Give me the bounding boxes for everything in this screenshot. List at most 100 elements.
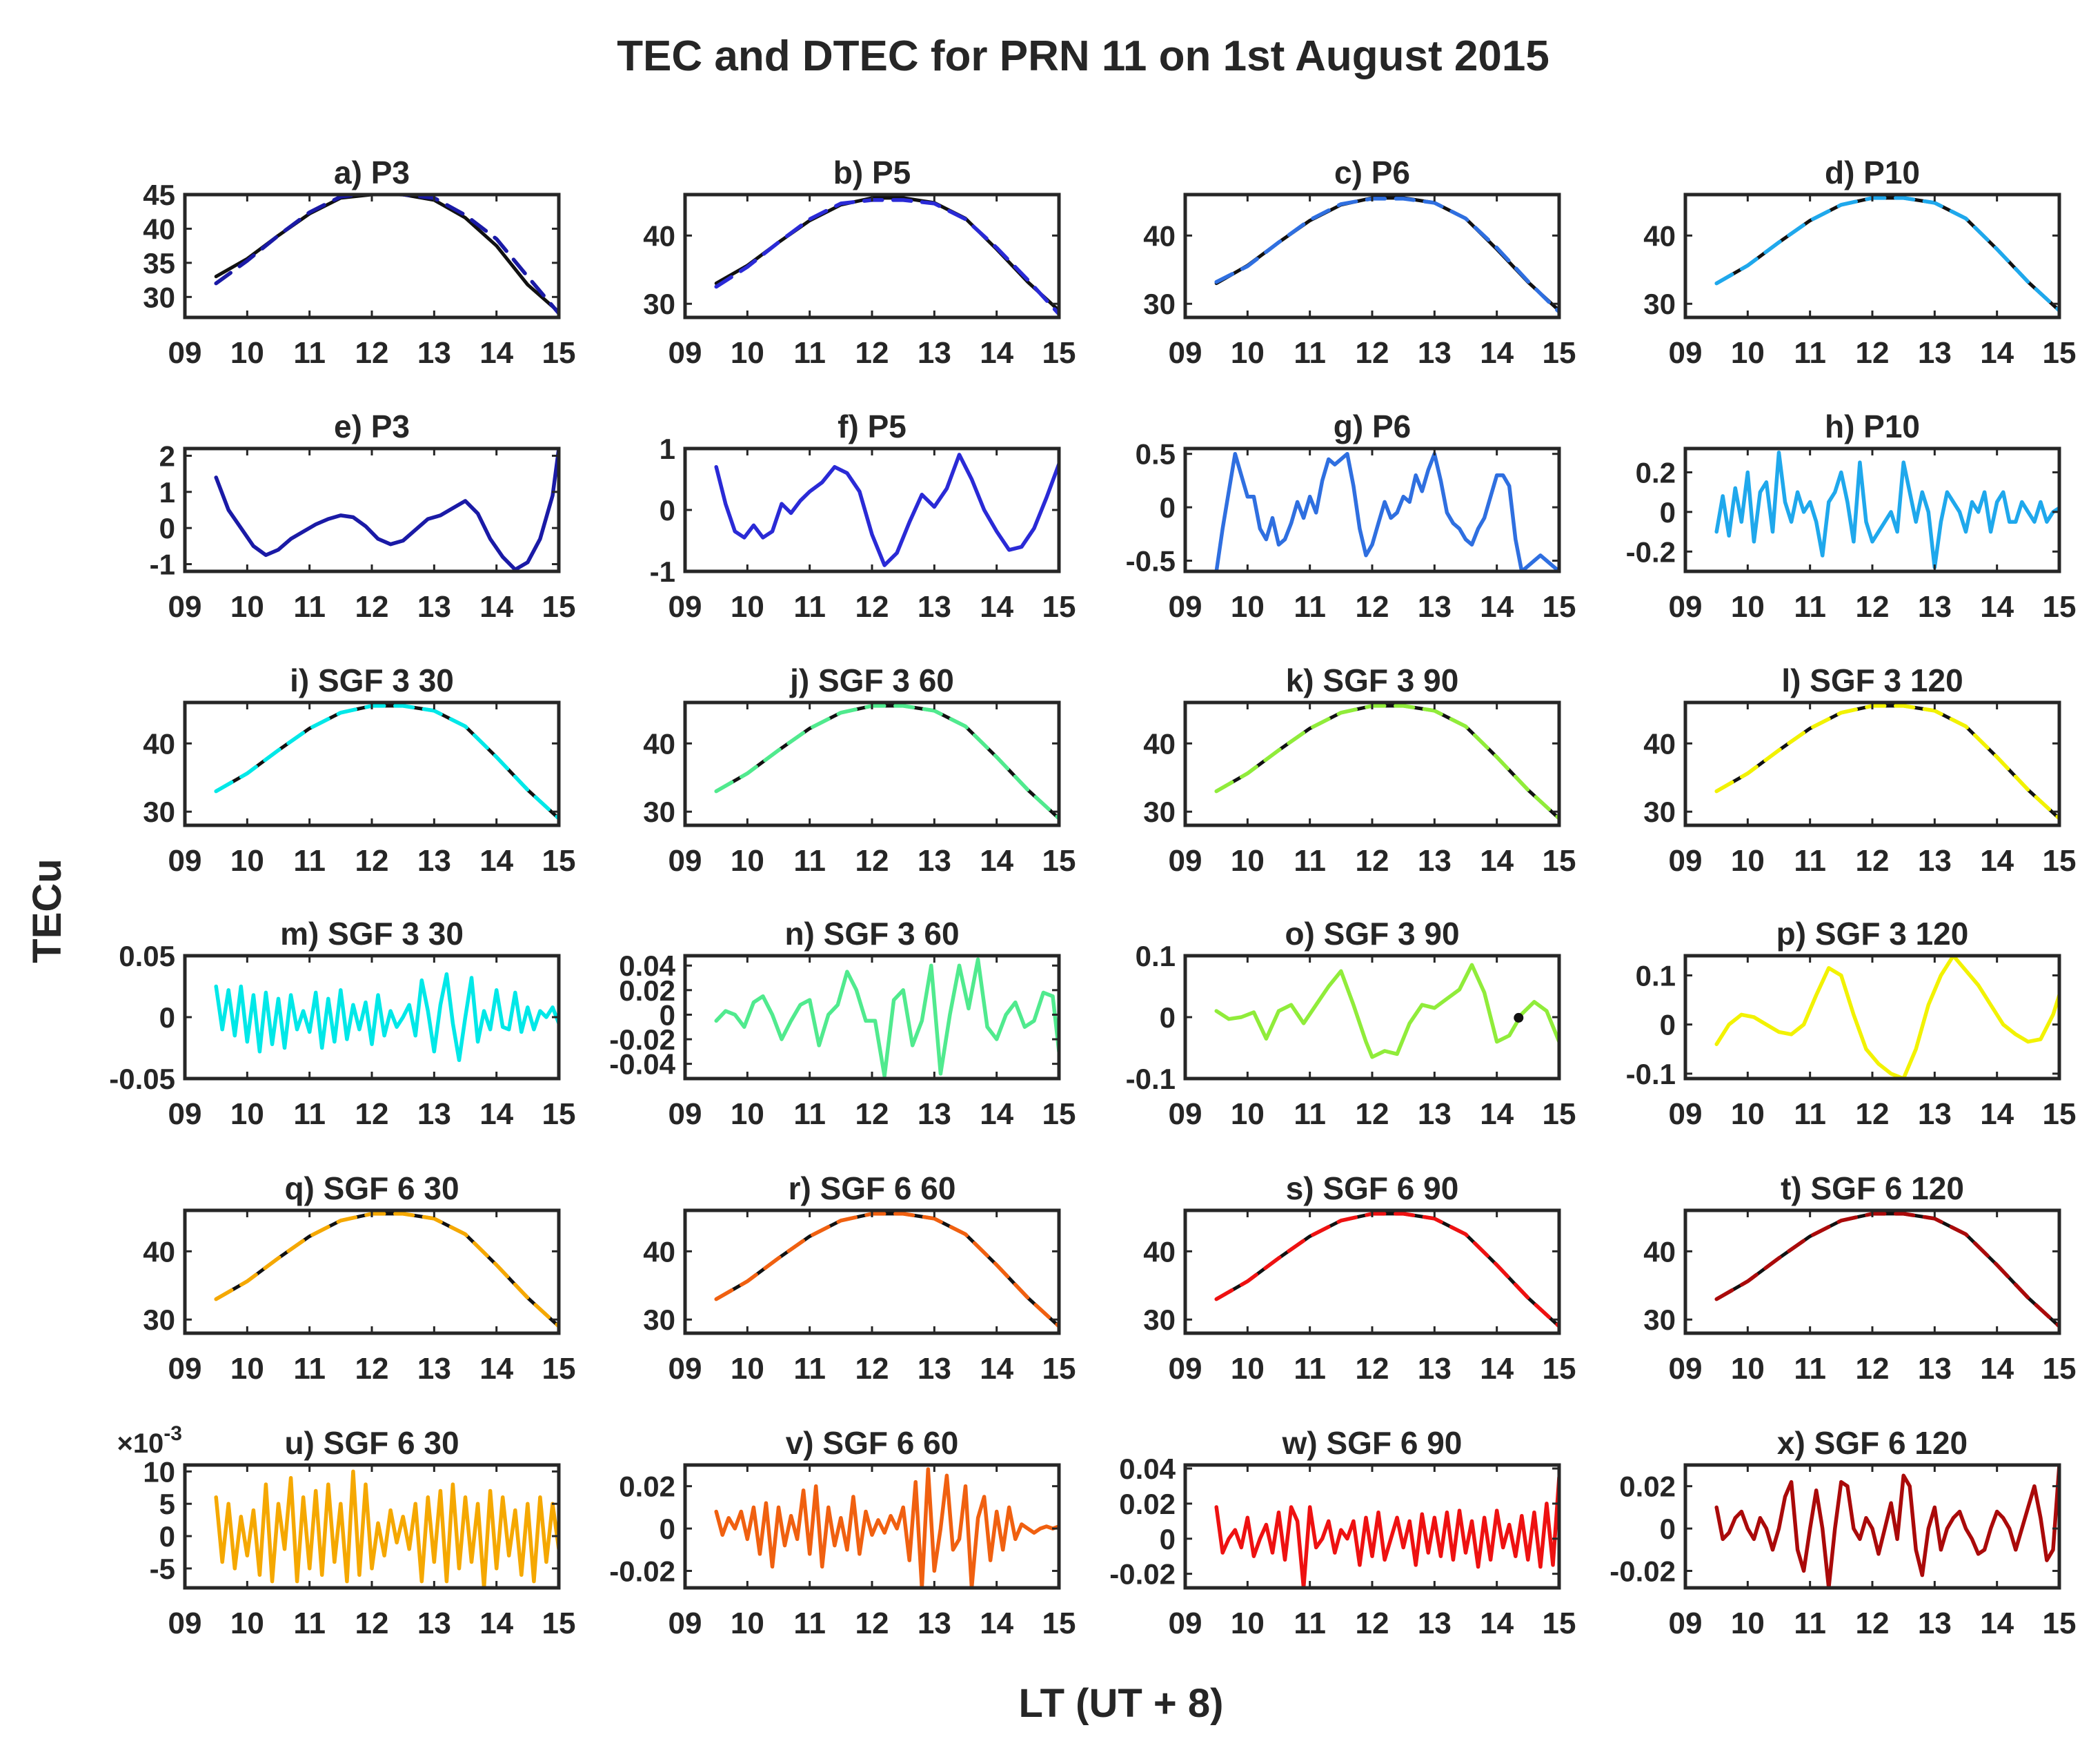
x-tick-label: 15 [1042, 1606, 1076, 1640]
x-tick-label: 10 [230, 1097, 264, 1131]
x-tick-label: 09 [668, 844, 702, 878]
subplot-title: k) SGF 3 90 [1286, 662, 1459, 698]
x-tick-label: 14 [980, 336, 1013, 370]
series-group [214, 1212, 559, 1328]
x-tick-label: 14 [1980, 844, 2014, 878]
x-tick-label: 13 [1918, 1606, 1952, 1640]
series-group [1714, 196, 2059, 313]
x-tick-label: 12 [355, 1352, 389, 1386]
x-tick-label: 15 [1042, 1097, 1076, 1131]
x-tick-label: 12 [1356, 1097, 1389, 1131]
y-tick-label: 0 [159, 1520, 175, 1553]
y-tick-label: 2 [159, 440, 175, 472]
series-line-fit-1 [1214, 704, 1559, 820]
x-tick-label: 13 [1918, 1097, 1952, 1131]
y-tick-label: 40 [1143, 727, 1176, 760]
y-tick-label: 0 [1160, 1523, 1176, 1555]
series-group [714, 704, 1059, 820]
x-tick-label: 09 [168, 1606, 202, 1640]
series-line-fit-1 [1714, 704, 2059, 820]
x-tick-label: 10 [1231, 1352, 1265, 1386]
x-tick-label: 15 [2043, 844, 2077, 878]
subplot-title: v) SGF 6 60 [786, 1425, 959, 1461]
x-tick-label: 11 [1294, 1097, 1326, 1131]
x-tick-label: 14 [1480, 590, 1514, 624]
series-line-fit-0 [1714, 450, 2059, 570]
x-tick-label: 15 [2043, 1097, 2077, 1131]
x-tick-label: 12 [1856, 844, 1890, 878]
y-tick-label: 0.1 [1636, 959, 1676, 992]
subplot-m: 09 10 11 12 13 14 15 -0.05 0 0.05 m) SGF 3 30 [109, 916, 575, 1131]
y-tick-label: 40 [143, 727, 175, 760]
x-tick-label: 11 [1794, 590, 1826, 624]
x-tick-label: 14 [1980, 1606, 2014, 1640]
x-tick-label: 11 [1294, 1352, 1326, 1386]
series-line-fit-1 [1214, 1212, 1559, 1328]
y-tick-label: 0 [660, 1513, 675, 1545]
x-tick-label: 10 [230, 590, 264, 624]
x-tick-label: 09 [1169, 1352, 1202, 1386]
series-line-fit-1 [214, 1212, 559, 1328]
x-tick-label: 14 [980, 844, 1013, 878]
y-tick-label: 30 [643, 796, 675, 828]
x-tick-label: 15 [542, 1352, 576, 1386]
y-tick-label: 0.04 [619, 950, 675, 982]
y-tick-label: -0.5 [1126, 545, 1176, 578]
x-tick-label: 11 [1294, 844, 1326, 878]
x-tick-label: 09 [168, 1097, 202, 1131]
series-group [1714, 450, 2059, 570]
y-tick-label: 40 [143, 1235, 175, 1268]
x-tick-label: 13 [1918, 590, 1952, 624]
figure-title: TEC and DTEC for PRN 11 on 1st August 20… [617, 32, 1549, 80]
subplot-title: b) P5 [833, 155, 911, 190]
y-tick-label: 0.5 [1136, 438, 1176, 471]
subplot-title: c) P6 [1334, 155, 1410, 190]
series-group [1714, 956, 2059, 1079]
x-tick-label: 11 [793, 1352, 826, 1386]
y-scale-multiplier: ×10-3 [117, 1422, 182, 1459]
y-tick-label: -0.02 [1609, 1555, 1676, 1587]
x-tick-label: 10 [1731, 590, 1765, 624]
x-tick-label: 09 [1169, 590, 1202, 624]
y-tick-label: 45 [143, 179, 175, 211]
x-tick-label: 13 [918, 1352, 951, 1386]
y-tick-label: -0.04 [609, 1048, 675, 1081]
x-tick-label: 14 [479, 1352, 513, 1386]
x-tick-label: 11 [793, 844, 826, 878]
subplot-o: 09 10 11 12 13 14 15 -0.1 0 0.1 o) SGF 3 90 [1126, 916, 1576, 1131]
series-line-fit-0 [1714, 956, 2059, 1079]
x-tick-label: 13 [918, 844, 951, 878]
y-tick-label: 0.02 [619, 1471, 675, 1503]
x-tick-label: 11 [1794, 336, 1826, 370]
subplot-title: f) P5 [838, 409, 907, 444]
series-line-fit-0 [714, 1467, 1059, 1588]
x-tick-label: 14 [980, 590, 1013, 624]
x-tick-label: 14 [1480, 336, 1514, 370]
x-tick-label: 14 [1980, 336, 2014, 370]
subplot-title: t) SGF 6 120 [1781, 1170, 1964, 1206]
x-tick-label: 12 [855, 844, 889, 878]
x-tick-label: 15 [1543, 1606, 1576, 1640]
y-tick-label: 0 [159, 512, 175, 544]
x-tick-label: 13 [1418, 1097, 1452, 1131]
series-group [1714, 1465, 2059, 1588]
subplot-title: m) SGF 3 30 [280, 916, 464, 952]
series-group [714, 1467, 1059, 1588]
series-group [214, 972, 559, 1063]
y-tick-label: 5 [159, 1488, 175, 1520]
x-tick-label: 11 [293, 590, 326, 624]
y-tick-label: -0.1 [1626, 1058, 1676, 1090]
x-tick-label: 10 [230, 336, 264, 370]
series-line-fit-0 [214, 972, 559, 1063]
x-tick-label: 10 [1731, 1097, 1765, 1131]
x-tick-label: 10 [731, 1352, 764, 1386]
x-tick-label: 15 [1042, 590, 1076, 624]
x-tick-label: 14 [1480, 844, 1514, 878]
series-line-fit-1 [1214, 197, 1559, 314]
y-tick-label: 40 [1643, 727, 1676, 760]
x-tick-label: 09 [668, 590, 702, 624]
x-tick-label: 15 [1042, 1352, 1076, 1386]
y-tick-label: -0.02 [1109, 1558, 1176, 1591]
series-line-fit-0 [1714, 1465, 2059, 1588]
